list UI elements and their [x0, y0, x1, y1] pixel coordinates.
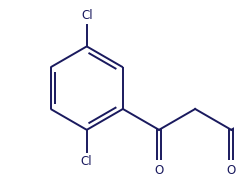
Text: Cl: Cl: [80, 155, 92, 168]
Text: O: O: [227, 164, 236, 177]
Text: O: O: [154, 164, 164, 177]
Text: Cl: Cl: [81, 9, 93, 22]
